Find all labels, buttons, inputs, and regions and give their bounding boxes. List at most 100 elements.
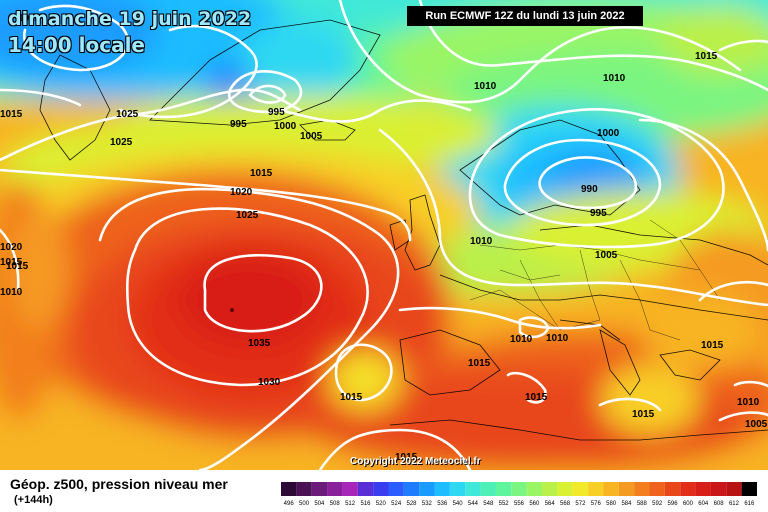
scale-tick-label: 528 bbox=[407, 501, 418, 507]
scale-swatch bbox=[603, 482, 619, 496]
scale-swatch bbox=[495, 482, 512, 496]
geopotential-map: 1015102510251015995995100010051015102010… bbox=[0, 0, 768, 470]
scale-swatch bbox=[680, 482, 696, 496]
scale-swatch bbox=[710, 482, 727, 496]
scale-tick-label: 504 bbox=[314, 501, 325, 507]
map-legend-footer: Géop. z500, pression niveau mer (+144h) … bbox=[0, 470, 768, 512]
scale-swatch bbox=[618, 482, 635, 496]
scale-swatch bbox=[649, 482, 665, 496]
isobar-label: 995 bbox=[230, 119, 247, 130]
isobar-label: 1000 bbox=[274, 121, 297, 132]
scale-tick-label: 540 bbox=[453, 501, 464, 507]
isobar-label: 1010 bbox=[546, 333, 569, 344]
isobar-label: 1005 bbox=[745, 419, 768, 430]
scale-tick-label: 588 bbox=[637, 501, 648, 507]
scale-tick-label: 580 bbox=[606, 501, 617, 507]
scale-swatch bbox=[588, 482, 604, 496]
scale-swatch bbox=[526, 482, 543, 496]
isobar-label: 1015 bbox=[695, 51, 718, 62]
scale-swatch bbox=[465, 482, 481, 496]
isobar-label: 1005 bbox=[300, 131, 323, 142]
scale-swatch bbox=[419, 482, 435, 496]
scale-swatch bbox=[741, 482, 757, 496]
isobar-label: 1025 bbox=[110, 137, 133, 148]
scale-tick-label: 568 bbox=[560, 501, 571, 507]
isobar-label: 995 bbox=[590, 208, 607, 219]
scale-swatch bbox=[557, 482, 573, 496]
scale-swatch bbox=[373, 482, 389, 496]
scale-tick-label: 520 bbox=[376, 501, 387, 507]
isobar-label: 1020 bbox=[230, 187, 253, 198]
isobar-label: 1015 bbox=[0, 109, 23, 120]
isobar-label: 1015 bbox=[632, 409, 655, 420]
scale-tick-label: 612 bbox=[729, 501, 740, 507]
scale-tick-label: 616 bbox=[744, 501, 755, 507]
scale-tick-label: 508 bbox=[330, 501, 341, 507]
isobars bbox=[0, 0, 768, 470]
isobar-label: 1035 bbox=[248, 338, 271, 349]
isobar-label: 1005 bbox=[595, 250, 618, 261]
color-scale: 496 500 504 508 512 516 520 524 528 532 536 540 544 5… bbox=[281, 482, 757, 507]
isobar-label: 1015 bbox=[395, 452, 418, 463]
isobar-label: 1015 bbox=[0, 257, 23, 268]
isobar-label: 995 bbox=[268, 107, 285, 118]
model-run-label: Run ECMWF 12Z du lundi 13 juin 2022 bbox=[407, 6, 643, 26]
scale-tick-label: 524 bbox=[391, 501, 402, 507]
scale-swatch bbox=[357, 482, 374, 496]
lead-time: (+144h) bbox=[14, 494, 53, 506]
scale-swatch bbox=[342, 482, 358, 496]
scale-tick-label: 496 bbox=[284, 501, 295, 507]
scale-tick-label: 536 bbox=[437, 501, 448, 507]
isobar-label: 1010 bbox=[474, 81, 497, 92]
scale-tick-label: 608 bbox=[714, 501, 725, 507]
isobar-label: 1010 bbox=[510, 334, 533, 345]
isobar-labels: 1015102510251015995995100010051015102010… bbox=[0, 13, 768, 463]
copyright-notice: Copyright 2022 Meteociel.fr bbox=[350, 456, 481, 467]
scale-swatch bbox=[327, 482, 343, 496]
scale-swatch bbox=[449, 482, 466, 496]
z500-color-field bbox=[0, 0, 768, 470]
isobar-label: 1010 bbox=[737, 397, 760, 408]
scale-tick-label: 548 bbox=[483, 501, 494, 507]
scale-swatch bbox=[281, 482, 297, 496]
isobar-label: 990 bbox=[581, 184, 598, 195]
high-center-mark bbox=[230, 308, 234, 312]
scale-swatch bbox=[726, 482, 742, 496]
isobar-label: 1010 bbox=[603, 73, 626, 84]
scale-tick-label: 512 bbox=[345, 501, 356, 507]
scale-tick-label: 604 bbox=[698, 501, 709, 507]
isobar-label: 1000 bbox=[597, 128, 620, 139]
scale-tick-label: 556 bbox=[514, 501, 525, 507]
scale-swatch bbox=[664, 482, 681, 496]
isobar-label: 1015 bbox=[250, 168, 273, 179]
isobar-label: 1015 bbox=[18, 13, 41, 24]
scale-tick-label: 560 bbox=[529, 501, 540, 507]
isobar-label: 1010 bbox=[470, 236, 493, 247]
forecast-date: dimanche 19 juin 2022 bbox=[8, 8, 252, 30]
scale-swatch bbox=[388, 482, 404, 496]
isobar-label: 1015 bbox=[525, 392, 548, 403]
scale-swatch bbox=[311, 482, 328, 496]
scale-tick-label: 552 bbox=[499, 501, 510, 507]
scale-swatch bbox=[511, 482, 527, 496]
scale-tick-label: 596 bbox=[668, 501, 679, 507]
scale-swatch bbox=[634, 482, 650, 496]
scale-swatch bbox=[296, 482, 312, 496]
isobar-label: 1025 bbox=[116, 109, 139, 120]
scale-tick-label: 532 bbox=[422, 501, 433, 507]
isobar-label: 1010 bbox=[0, 287, 23, 298]
scale-swatch bbox=[480, 482, 496, 496]
scale-tick-label: 584 bbox=[621, 501, 632, 507]
isobar-label: 1030 bbox=[258, 377, 281, 388]
scale-tick-label: 600 bbox=[683, 501, 694, 507]
scale-tick-label: 500 bbox=[299, 501, 310, 507]
scale-tick-label: 564 bbox=[545, 501, 556, 507]
scale-tick-label: 516 bbox=[360, 501, 371, 507]
isobar-label: 1015 bbox=[340, 392, 363, 403]
isobar-label: 1015 bbox=[701, 340, 724, 351]
scale-swatch bbox=[434, 482, 450, 496]
product-name: Géop. z500, pression niveau mer bbox=[10, 476, 228, 492]
pressure-low-high-markers bbox=[230, 308, 234, 312]
scale-tick-label: 544 bbox=[468, 501, 479, 507]
